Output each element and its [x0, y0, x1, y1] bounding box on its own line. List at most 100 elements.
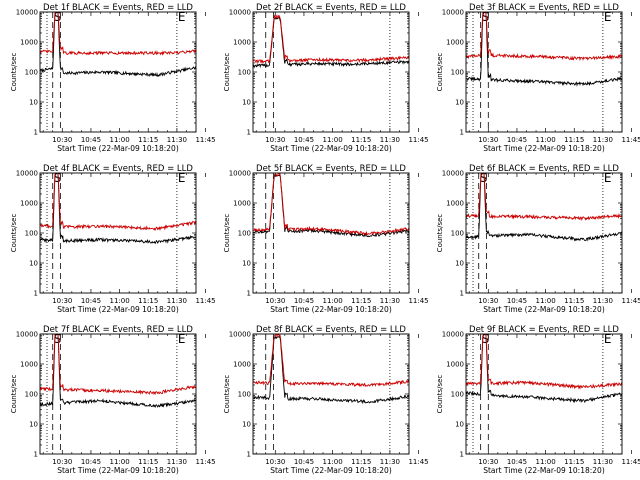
x-tick-label: 11:00 [110, 297, 130, 305]
x-axis-label: Start Time (22-Mar-09 10:18:20) [270, 305, 392, 314]
panel-2: Det 2f BLACK = Events, RED = LLD 1 10 100 10… [223, 3, 429, 153]
plot-frame [252, 333, 410, 455]
events-series-line [40, 12, 196, 78]
marker-label: E [604, 10, 612, 24]
x-tick-label: 11:30 [167, 297, 187, 305]
x-tick-label: 11:30 [167, 458, 187, 466]
y-axis-label: Counts/sec [223, 375, 231, 414]
y-tick-label: 100 [238, 391, 251, 399]
y-tick-label: 100 [25, 230, 38, 238]
x-tick-label: 11:15 [564, 136, 584, 144]
x-tick-label: 11:45 [408, 458, 428, 466]
y-tick-label: 10 [29, 260, 38, 268]
y-tick-label: 1 [247, 451, 251, 459]
x-tick-label: 11:30 [593, 297, 613, 305]
events-series-line [466, 12, 622, 87]
y-tick-label: 10 [455, 99, 464, 107]
y-tick-label: 1 [460, 129, 464, 137]
marker-label: S [480, 171, 488, 185]
y-tick-label: 1000 [233, 39, 251, 47]
x-axis-label: Start Time (22-Mar-09 10:18:20) [483, 466, 605, 475]
x-tick-label: 11:45 [621, 458, 640, 466]
y-tick-label: 10000 [16, 331, 38, 339]
x-axis-label: Start Time (22-Mar-09 10:18:20) [270, 144, 392, 153]
x-tick-label: 10:45 [294, 458, 314, 466]
x-tick-label: 11:30 [380, 458, 400, 466]
events-series-line [253, 174, 409, 238]
x-tick-label: 10:30 [52, 458, 72, 466]
y-tick-label: 10 [242, 421, 251, 429]
marker-label: E [178, 332, 186, 346]
y-tick-label: 10000 [442, 331, 464, 339]
panel-6: Det 6f BLACK = Events, RED = LLD 1 10 100 10… [436, 164, 640, 314]
y-tick-label: 1 [34, 129, 38, 137]
x-tick-label: 10:30 [478, 297, 498, 305]
panel-title: Det 8f BLACK = Events, RED = LLD [256, 325, 406, 335]
plot-frame [252, 172, 410, 294]
x-tick-label: 10:45 [507, 297, 527, 305]
y-tick-label: 100 [451, 230, 464, 238]
x-tick-label: 11:00 [323, 458, 343, 466]
x-tick-label: 11:00 [536, 136, 556, 144]
series-group [40, 12, 196, 78]
lld-series-line [253, 173, 409, 236]
marker-label: E [604, 171, 612, 185]
y-axis-label: Counts/sec [436, 53, 444, 92]
lld-series-line [253, 334, 409, 388]
x-axis-label: Start Time (22-Mar-09 10:18:20) [57, 466, 179, 475]
panel-5: Det 5f BLACK = Events, RED = LLD 1 10 100 10… [223, 164, 429, 314]
panel-title: Det 3f BLACK = Events, RED = LLD [469, 3, 619, 13]
y-tick-label: 1 [460, 290, 464, 298]
y-tick-label: 1 [460, 451, 464, 459]
series-group [466, 334, 622, 404]
series-group [40, 173, 196, 245]
x-axis-label: Start Time (22-Mar-09 10:18:20) [483, 144, 605, 153]
x-tick-label: 10:30 [52, 136, 72, 144]
lld-series-line [40, 173, 196, 232]
marker-label: E [178, 171, 186, 185]
marker-label: S [54, 332, 62, 346]
x-tick-label: 10:30 [478, 136, 498, 144]
series-group [40, 334, 196, 408]
x-tick-label: 10:45 [81, 458, 101, 466]
y-tick-label: 1000 [446, 361, 464, 369]
y-tick-label: 1000 [446, 39, 464, 47]
plot-frame [252, 11, 410, 133]
events-series-line [466, 334, 622, 404]
marker-label: S [482, 10, 490, 24]
events-series-line [40, 334, 196, 408]
plot-frame [39, 172, 197, 294]
x-tick-label: 11:15 [564, 458, 584, 466]
y-tick-label: 1 [247, 129, 251, 137]
panel-title: Det 6f BLACK = Events, RED = LLD [469, 164, 619, 174]
y-axis-label: Counts/sec [10, 214, 18, 253]
y-tick-label: 1 [34, 451, 38, 459]
panel-title: Det 7f BLACK = Events, RED = LLD [43, 325, 193, 335]
x-tick-label: 11:30 [593, 458, 613, 466]
series-group [253, 173, 409, 238]
y-tick-label: 100 [451, 391, 464, 399]
panel-1: Det 1f BLACK = Events, RED = LLD 1 10 100 10… [10, 3, 216, 153]
x-tick-label: 10:45 [294, 297, 314, 305]
x-tick-label: 11:45 [408, 297, 428, 305]
panel-8: Det 8f BLACK = Events, RED = LLD 1 10 100 10… [223, 325, 429, 475]
x-tick-label: 11:15 [138, 136, 158, 144]
x-tick-label: 10:30 [265, 297, 285, 305]
y-tick-label: 1000 [20, 200, 38, 208]
series-group [466, 12, 622, 87]
panel-4: Det 4f BLACK = Events, RED = LLD 1 10 100 10… [10, 164, 216, 314]
events-series-line [253, 335, 409, 405]
y-tick-label: 10000 [16, 170, 38, 178]
y-axis-label: Counts/sec [223, 53, 231, 92]
panel-title: Det 4f BLACK = Events, RED = LLD [43, 164, 193, 174]
y-tick-label: 10000 [229, 331, 251, 339]
panel-title: Det 9f BLACK = Events, RED = LLD [469, 325, 619, 335]
x-tick-label: 11:15 [351, 458, 371, 466]
y-axis-label: Counts/sec [10, 53, 18, 92]
marker-label: S [54, 10, 62, 24]
y-tick-label: 10000 [229, 170, 251, 178]
x-tick-label: 10:45 [507, 458, 527, 466]
x-tick-label: 11:00 [323, 297, 343, 305]
lld-series-line [466, 173, 622, 222]
x-axis-label: Start Time (22-Mar-09 10:18:20) [483, 305, 605, 314]
